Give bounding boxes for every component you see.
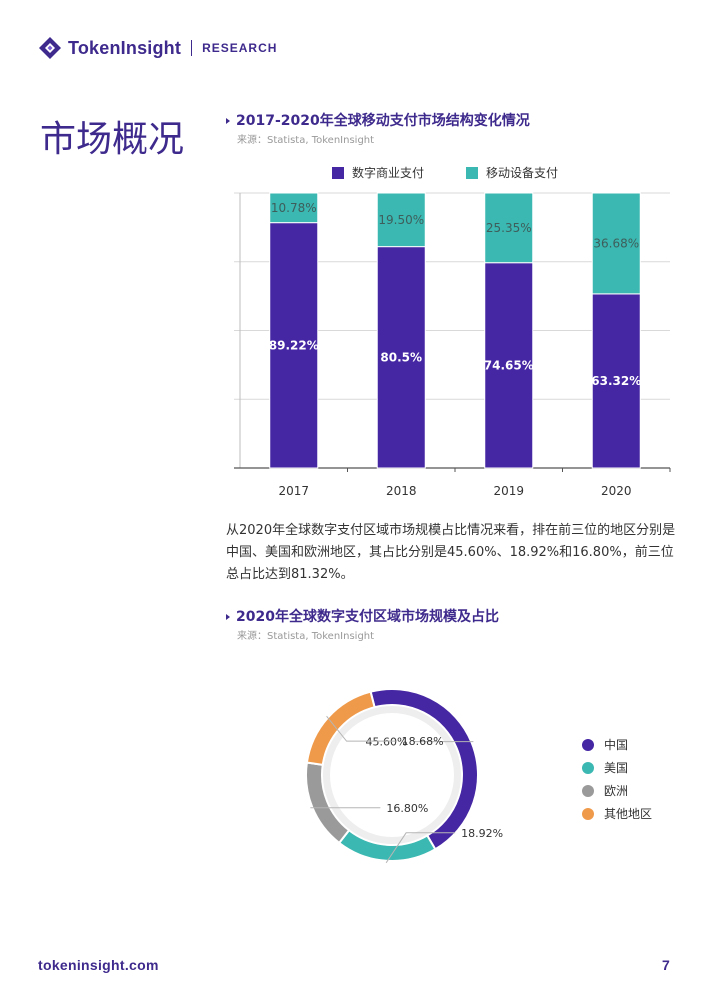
bar-chart-source: 来源：Statista, TokenInsight: [237, 135, 375, 146]
leader-line: [385, 832, 456, 864]
bar-data-label: 74.65%: [484, 358, 534, 372]
legend-label: 美国: [604, 761, 629, 775]
slice-data-label: 18.68%: [402, 735, 444, 748]
legend-swatch: [466, 166, 478, 179]
donut-legend: 中国 美国 欧洲 其他地区: [582, 736, 652, 822]
legend-item-china: 中国: [582, 736, 652, 753]
legend-item-series-1: 数字商业支付: [332, 164, 424, 181]
donut-slice: [305, 690, 376, 766]
x-tick-label: 2019: [493, 484, 524, 498]
bar-chart-title-text: 2017-2020年全球移动支付市场结构变化情况: [236, 113, 530, 129]
x-tick-label: 2018: [386, 484, 417, 498]
slice-data-label: 16.80%: [386, 802, 428, 815]
legend-swatch: [332, 166, 344, 179]
bar-digital-commerce: [269, 222, 319, 469]
x-tick-label: 2017: [278, 484, 309, 498]
page-title: 市场概况: [40, 119, 185, 160]
legend-label: 欧洲: [604, 784, 629, 798]
bar-data-label: 36.68%: [593, 236, 639, 250]
bar-data-label: 63.32%: [591, 374, 641, 388]
legend-label: 中国: [604, 738, 629, 752]
legend-label: 其他地区: [604, 807, 653, 821]
legend-item-other: 其他地区: [582, 805, 652, 822]
x-tick-label: 2020: [601, 484, 632, 498]
brand-logo: TokenInsight RESEARCH: [38, 36, 277, 60]
body-paragraph: 从2020年全球数字支付区域市场规模占比情况来看，排在前三位的地区分别是中国、美…: [226, 523, 676, 582]
legend-label: 数字商业支付: [352, 166, 425, 180]
bar-digital-commerce: [484, 262, 534, 469]
donut-chart-title: 2020年全球数字支付区域市场规模及占比: [226, 606, 499, 626]
header-section-label: RESEARCH: [202, 41, 278, 55]
bar-data-label: 19.50%: [378, 213, 424, 227]
bar-data-label: 80.5%: [380, 350, 422, 364]
title-marker-icon: [226, 614, 230, 620]
footer-url[interactable]: tokeninsight.com: [38, 957, 159, 973]
slice-data-label: 18.92%: [461, 827, 503, 840]
stacked-bar-chart: 89.22% 10.78% 2017 80.5% 19.50% 2018 74.65% 25.…: [234, 192, 671, 498]
page-number: 7: [662, 957, 670, 973]
bar-data-label: 89.22%: [269, 338, 319, 352]
legend-item-europe: 欧洲: [582, 782, 652, 799]
donut-chart-title-text: 2020年全球数字支付区域市场规模及占比: [236, 609, 499, 625]
bar-data-label: 25.35%: [486, 221, 532, 235]
legend-item-series-2: 移动设备支付: [466, 164, 558, 181]
bar-mobile-device: [591, 192, 641, 295]
title-marker-icon: [226, 118, 230, 124]
bar-mobile-device: [376, 192, 426, 248]
bar-mobile-device: [484, 192, 534, 264]
header-divider: [191, 40, 193, 56]
donut-inner-ring: [322, 705, 462, 845]
bar-data-label: 10.78%: [271, 201, 317, 215]
legend-dot: [582, 807, 594, 820]
legend-item-usa: 美国: [582, 759, 652, 776]
donut-chart-source: 来源：Statista, TokenInsight: [237, 631, 375, 642]
legend-dot: [582, 784, 594, 797]
bar-chart-title: 2017-2020年全球移动支付市场结构变化情况: [226, 110, 530, 130]
donut-chart: 45.60% 18.92% 16.80% 18.68%: [305, 688, 503, 864]
bar-mobile-device: [269, 192, 319, 224]
bar-digital-commerce: [376, 246, 426, 469]
leader-line: [326, 715, 396, 742]
slice-data-label: 45.60%: [365, 736, 407, 749]
legend-dot: [582, 738, 594, 751]
brand-name: TokenInsight: [68, 37, 182, 58]
legend-label: 移动设备支付: [486, 166, 559, 180]
legend-dot: [582, 761, 594, 774]
tokeninsight-logo-icon: [39, 37, 61, 59]
